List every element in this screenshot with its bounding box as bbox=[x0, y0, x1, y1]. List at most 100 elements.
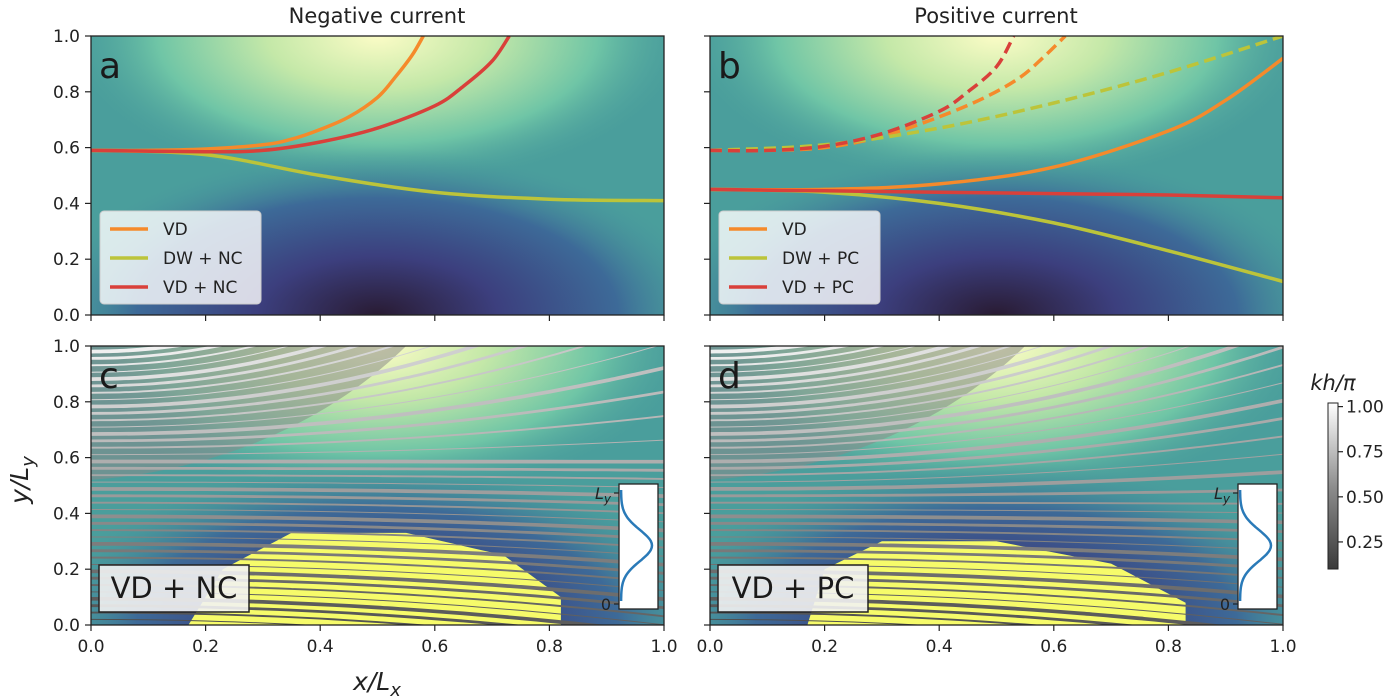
ray-line bbox=[91, 415, 664, 449]
panel-a: 0.0 0.2 0.4 0.6 0.8 1.0 a VD DW + NC VD + NC bbox=[53, 27, 665, 326]
ray-line bbox=[91, 346, 434, 401]
ray-line bbox=[91, 366, 664, 436]
ray-line bbox=[91, 390, 664, 443]
ray-line bbox=[710, 501, 1283, 505]
panel-label-b: b bbox=[718, 46, 741, 87]
y-tick-label: 0.0 bbox=[53, 306, 80, 326]
panel-d: 0.0 0.2 0.4 0.6 0.8 1.0 d VD + PC Ly0 bbox=[696, 345, 1297, 657]
ray-line bbox=[710, 542, 1283, 562]
colorbar-label: kh/π bbox=[1310, 371, 1356, 395]
ray-line bbox=[91, 466, 664, 472]
inset-tick-label: 0 bbox=[1220, 595, 1230, 614]
series-line-vd-nc bbox=[91, 36, 511, 154]
ray-line bbox=[710, 346, 1283, 443]
ray-line bbox=[710, 346, 1116, 415]
ray-line bbox=[710, 536, 1283, 551]
ray-line bbox=[91, 346, 659, 428]
ray-line bbox=[91, 346, 362, 388]
x-tick-label: 0.8 bbox=[536, 637, 563, 657]
series-line-dashed-4 bbox=[710, 36, 1283, 153]
panel-c: 0.0 0.2 0.4 0.6 0.8 1.0 0.0 0.2 0.4 0.6 0.8 1.0 c VD … bbox=[53, 337, 678, 657]
ray-line bbox=[710, 417, 1283, 470]
ray-line bbox=[710, 346, 1044, 401]
ray-line bbox=[710, 364, 1283, 449]
ray-line bbox=[710, 521, 1283, 533]
axes-frame bbox=[709, 345, 1284, 626]
ray-line bbox=[710, 346, 1082, 409]
x-tick-label: 1.0 bbox=[650, 637, 677, 657]
y-axis-label: y/Ly bbox=[5, 456, 39, 505]
ray-line bbox=[710, 382, 1283, 456]
ray-line bbox=[710, 346, 918, 373]
ray-line bbox=[710, 435, 1283, 477]
label-box: VD + NC bbox=[98, 564, 250, 613]
ray-line bbox=[91, 346, 530, 415]
x-tick-label: 0.2 bbox=[811, 637, 838, 657]
legend-entry: VD + NC bbox=[163, 278, 237, 298]
y-tick-label: 0.2 bbox=[53, 250, 80, 270]
y-tick-label: 0.0 bbox=[53, 616, 80, 636]
y-tick-label: 0.2 bbox=[53, 560, 80, 580]
series-line-vd-pc bbox=[710, 187, 1283, 200]
panel-label-d: d bbox=[718, 356, 741, 397]
ray-line bbox=[91, 346, 291, 373]
inset: Ly0 bbox=[595, 483, 659, 614]
column-title-positive: Positive current bbox=[914, 4, 1077, 28]
y-tick-label: 0.6 bbox=[53, 139, 80, 159]
x-tick-label: 0.8 bbox=[1155, 637, 1182, 657]
ray-line bbox=[91, 481, 664, 488]
ray-line bbox=[91, 536, 664, 557]
panel-label-a: a bbox=[99, 46, 121, 87]
axes-frame bbox=[90, 35, 665, 316]
ray-line bbox=[91, 501, 664, 515]
axes-frame bbox=[90, 345, 665, 626]
legend: VD DW + PC VD + PC bbox=[718, 210, 881, 305]
y-tick-label: 0.8 bbox=[53, 393, 80, 413]
ray-line bbox=[91, 611, 432, 625]
y-tick-label: 1.0 bbox=[53, 337, 80, 357]
column-title-negative: Negative current bbox=[289, 4, 466, 28]
x-tick-label: 0.6 bbox=[421, 637, 448, 657]
heatmap-background bbox=[91, 36, 664, 315]
label-box-text: VD + PC bbox=[732, 571, 855, 605]
x-tick-label: 0.4 bbox=[926, 637, 953, 657]
series-line-vd bbox=[91, 36, 425, 153]
ray-line bbox=[91, 439, 664, 456]
y-tick-label: 0.4 bbox=[53, 194, 80, 214]
colorbar-tick-label: 1.00 bbox=[1346, 398, 1384, 418]
y-tick-label: 0.4 bbox=[53, 504, 80, 524]
ray-line bbox=[91, 529, 664, 549]
label-box: VD + PC bbox=[717, 564, 869, 613]
ray-line bbox=[91, 474, 664, 480]
ray-line bbox=[710, 346, 1242, 436]
x-tick-label: 1.0 bbox=[1269, 637, 1296, 657]
ray-line bbox=[710, 529, 1283, 542]
x-tick-label: 0.6 bbox=[1040, 637, 1067, 657]
label-box-text: VD + NC bbox=[111, 571, 238, 605]
x-tick-label: 0.4 bbox=[307, 637, 334, 657]
legend-entry: DW + PC bbox=[782, 249, 859, 269]
x-tick-label: 0.0 bbox=[696, 637, 723, 657]
ray-line bbox=[710, 509, 1283, 514]
inset-tick-label: 0 bbox=[601, 595, 611, 614]
panel-b: b VD DW + PC VD + PC bbox=[704, 35, 1284, 321]
ray-line bbox=[710, 556, 1283, 579]
ray-line bbox=[710, 346, 887, 367]
ray-line bbox=[710, 346, 1152, 422]
inset-mode-curve bbox=[1238, 489, 1273, 602]
ray-line bbox=[710, 398, 1283, 464]
ray-line bbox=[91, 509, 664, 523]
axes-frame bbox=[709, 35, 1284, 316]
series-line-dw-nc bbox=[91, 148, 664, 203]
ray-line bbox=[91, 487, 664, 498]
colorbar-tick-label: 0.25 bbox=[1346, 533, 1384, 553]
heatmap-background bbox=[91, 346, 664, 625]
legend: VD DW + NC VD + NC bbox=[99, 210, 262, 305]
colorbar-scale bbox=[1327, 402, 1339, 570]
ray-line bbox=[710, 346, 1014, 394]
colorbar-tick-label: 0.75 bbox=[1346, 443, 1384, 463]
ray-line bbox=[91, 346, 482, 409]
ray-line bbox=[91, 346, 225, 360]
ray-line bbox=[710, 514, 1283, 525]
